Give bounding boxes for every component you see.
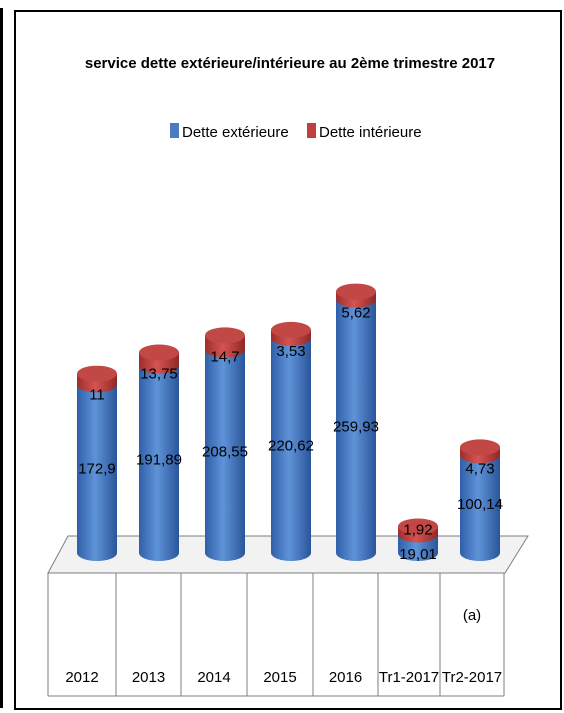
label-interieure-2014: 14,7 (210, 348, 239, 365)
bar-top-cap-2012 (77, 365, 117, 382)
bar-Tr1-2017: 19,01 1,92 (398, 518, 438, 563)
bar-2016: 259,93 5,62 (333, 283, 379, 561)
bar-Tr2-2017: 100,14 4,73 (457, 439, 503, 561)
legend-swatch-1 (307, 123, 316, 138)
category-label-2014: 2014 (197, 669, 230, 686)
bar-2013: 191,89 13,75 (136, 344, 182, 561)
bar-exterieure-2013 (139, 365, 179, 561)
category-table: 2012 2013 2014 2015 2016 Tr1-2017 Tr2-2017 (a) (47, 572, 505, 697)
category-label-Tr2-2017: Tr2-2017 (442, 669, 502, 686)
category-label-Tr1-2017: Tr1-2017 (379, 669, 439, 686)
page-left-edge (0, 8, 3, 708)
bar-exterieure-2015 (271, 337, 311, 561)
label-interieure-2016: 5,62 (341, 305, 370, 322)
bar-2014: 208,55 14,7 (202, 327, 248, 561)
label-interieure-2015: 3,53 (276, 343, 305, 360)
chart-frame (14, 10, 562, 710)
legend-swatch-0 (170, 123, 179, 138)
label-exterieure-Tr2-2017: 100,14 (457, 496, 503, 513)
category-label-2015: 2015 (263, 669, 296, 686)
bar-exterieure-2012 (77, 384, 117, 561)
label-exterieure-2013: 191,89 (136, 451, 182, 468)
bar-top-cap-2015 (271, 321, 311, 338)
category-label-2012: 2012 (65, 669, 98, 686)
label-interieure-Tr2-2017: 4,73 (465, 460, 494, 477)
bar-2012: 172,9 11 (77, 365, 117, 561)
category-label-2013: 2013 (132, 669, 165, 686)
label-exterieure-2014: 208,55 (202, 443, 248, 460)
label-exterieure-2016: 259,93 (333, 418, 379, 435)
category-label-2016: 2016 (329, 669, 362, 686)
bar-exterieure-2016 (336, 299, 376, 561)
bar-top-cap-Tr1-2017 (398, 518, 438, 535)
legend: Dette extérieure Dette intérieure (170, 123, 422, 141)
bar-exterieure-Tr2-2017 (460, 455, 500, 561)
legend-label-1: Dette intérieure (319, 124, 422, 141)
bar-top-cap-2014 (205, 327, 245, 344)
category-note-Tr2-2017: (a) (463, 607, 481, 624)
chart-title: service dette extérieure/intérieure au 2… (85, 55, 495, 72)
label-exterieure-2012: 172,9 (78, 461, 116, 478)
bar-2015: 220,62 3,53 (268, 321, 314, 561)
bar-exterieure-2014 (205, 349, 245, 561)
bars-group: 172,9 11 191,89 13,75 208,55 14,7 220,62 3,53 25… (77, 283, 503, 563)
label-exterieure-Tr1-2017: 19,01 (399, 546, 437, 563)
bar-top-cap-2013 (139, 344, 179, 361)
legend-label-0: Dette extérieure (182, 124, 289, 141)
bar-top-cap-2016 (336, 283, 376, 300)
label-interieure-Tr1-2017: 1,92 (403, 521, 432, 538)
label-exterieure-2015: 220,62 (268, 437, 314, 454)
label-interieure-2012: 11 (89, 387, 105, 404)
bar-top-cap-Tr2-2017 (460, 439, 500, 456)
label-interieure-2013: 13,75 (140, 366, 178, 383)
